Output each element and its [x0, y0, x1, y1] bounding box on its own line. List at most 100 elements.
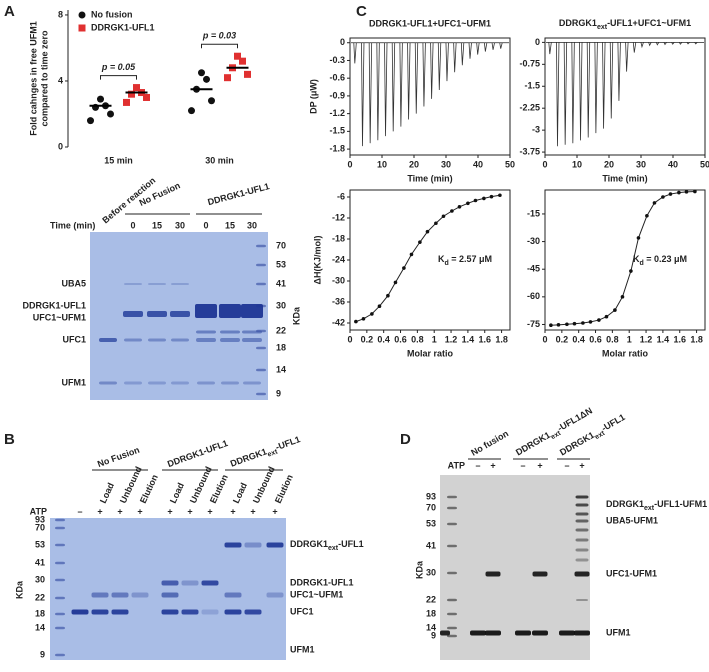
marker-label: 9 — [40, 649, 45, 659]
data-point — [572, 321, 577, 326]
data-point — [402, 266, 406, 270]
marker-label: 41 — [35, 557, 45, 567]
gel-band — [447, 626, 457, 630]
data-point — [597, 318, 601, 322]
injection-peak — [476, 42, 480, 55]
gel-band — [576, 599, 588, 601]
time-value: 15 — [152, 220, 162, 230]
time-value: 15 — [225, 220, 235, 230]
gel-band — [124, 283, 142, 285]
gel-band — [147, 311, 167, 317]
injection-peak — [571, 42, 575, 144]
data-point — [588, 320, 593, 324]
lane-header-sub: ext — [594, 430, 607, 441]
y-tick-label: -0.75 — [519, 59, 540, 69]
gel-band — [447, 495, 457, 499]
injection-peak — [617, 42, 621, 101]
data-point — [482, 196, 486, 201]
gel-band — [55, 612, 65, 616]
data-point — [441, 214, 446, 219]
marker-label: 53 — [276, 259, 286, 269]
atp-sign: + — [117, 506, 122, 516]
y-tick-label: -42 — [332, 317, 345, 327]
gel-band — [111, 609, 129, 615]
x-tick-label: 10 — [572, 159, 582, 169]
injection-peak — [368, 42, 373, 144]
bracket — [100, 75, 137, 80]
band-label: DDRGK1ext-UFL1 — [290, 539, 364, 552]
lane-label: Load — [231, 481, 249, 505]
gel-band — [256, 282, 266, 286]
y-tick-label: -36 — [332, 296, 345, 306]
gel-band — [447, 634, 457, 638]
x-tick-label: 1.2 — [445, 334, 458, 344]
marker-label: 70 — [276, 240, 286, 250]
injection-peak — [407, 42, 411, 120]
lane-label: Elution — [138, 473, 160, 505]
marker-label: 22 — [35, 592, 45, 602]
legend-marker — [78, 24, 86, 32]
atp-sign: + — [537, 460, 542, 470]
gel-band — [220, 338, 240, 342]
gel-band — [575, 512, 589, 516]
x-tick-label: 50 — [505, 159, 515, 169]
y-tick-label: -18 — [332, 233, 345, 243]
data-point — [188, 107, 195, 115]
x-tick-label: 50 — [700, 159, 709, 169]
band-label-sub: ext — [644, 505, 655, 512]
panel-label: C — [356, 3, 367, 20]
gel-band — [243, 381, 261, 385]
legend-label: DDRGK1-UFL1 — [91, 22, 155, 32]
y-tick-label: -60 — [527, 291, 540, 301]
band-label-pre: DDRGK1 — [290, 539, 328, 549]
gel-band — [575, 495, 589, 499]
injection-peak — [594, 42, 598, 134]
gel-band — [266, 542, 284, 548]
gel-band — [440, 630, 450, 636]
panel-label: D — [400, 431, 411, 448]
band-label: UFM1 — [606, 627, 631, 637]
gel-band — [224, 542, 242, 548]
injection-peak — [453, 42, 457, 73]
band-label-post: -UFL1 — [338, 539, 364, 549]
gel-band — [242, 338, 262, 342]
x-tick-label: 15 min — [104, 155, 133, 165]
injection-peak — [548, 42, 552, 55]
band-label-pre: DDRGK1 — [606, 499, 644, 509]
gel-band — [447, 506, 457, 510]
data-point — [133, 84, 140, 92]
gel-band — [170, 311, 190, 317]
time-value: 0 — [203, 220, 208, 230]
x-axis-label: Time (min) — [602, 173, 647, 183]
y-axis-label: DP (μW) — [308, 79, 318, 114]
gel-band — [196, 338, 216, 342]
gel-band — [197, 381, 215, 385]
marker-label: 41 — [426, 540, 436, 550]
band-label: UFM1 — [290, 644, 315, 654]
marker-label: 53 — [35, 539, 45, 549]
gel-band — [559, 630, 575, 636]
marker-label: 14 — [276, 364, 286, 374]
time-value: 30 — [247, 220, 257, 230]
chart-title: DDRGK1ext-UFL1+UFC1~UFM1 — [559, 18, 691, 31]
injection-peak — [445, 42, 449, 82]
data-point — [434, 221, 438, 226]
atp-sign: + — [207, 506, 212, 516]
gel-band — [55, 596, 65, 600]
data-point — [128, 90, 135, 98]
injection-peak — [625, 42, 629, 72]
chart-title-sub: ext — [597, 24, 608, 31]
marker-label: 22 — [276, 325, 286, 335]
x-tick-label: 20 — [604, 159, 614, 169]
gel-band — [224, 592, 242, 598]
atp-label: ATP — [30, 506, 47, 516]
unit-label: KDa — [414, 560, 424, 579]
lane-label: Elution — [273, 473, 295, 505]
gel-band — [201, 609, 219, 615]
x-tick-label: 0 — [542, 159, 547, 169]
marker-label: 9 — [431, 630, 436, 640]
gel-band — [123, 311, 143, 317]
gel-band — [91, 592, 109, 598]
data-point — [489, 194, 494, 199]
chart-title-post: -UFL1+UFC1~UFM1 — [607, 18, 691, 28]
